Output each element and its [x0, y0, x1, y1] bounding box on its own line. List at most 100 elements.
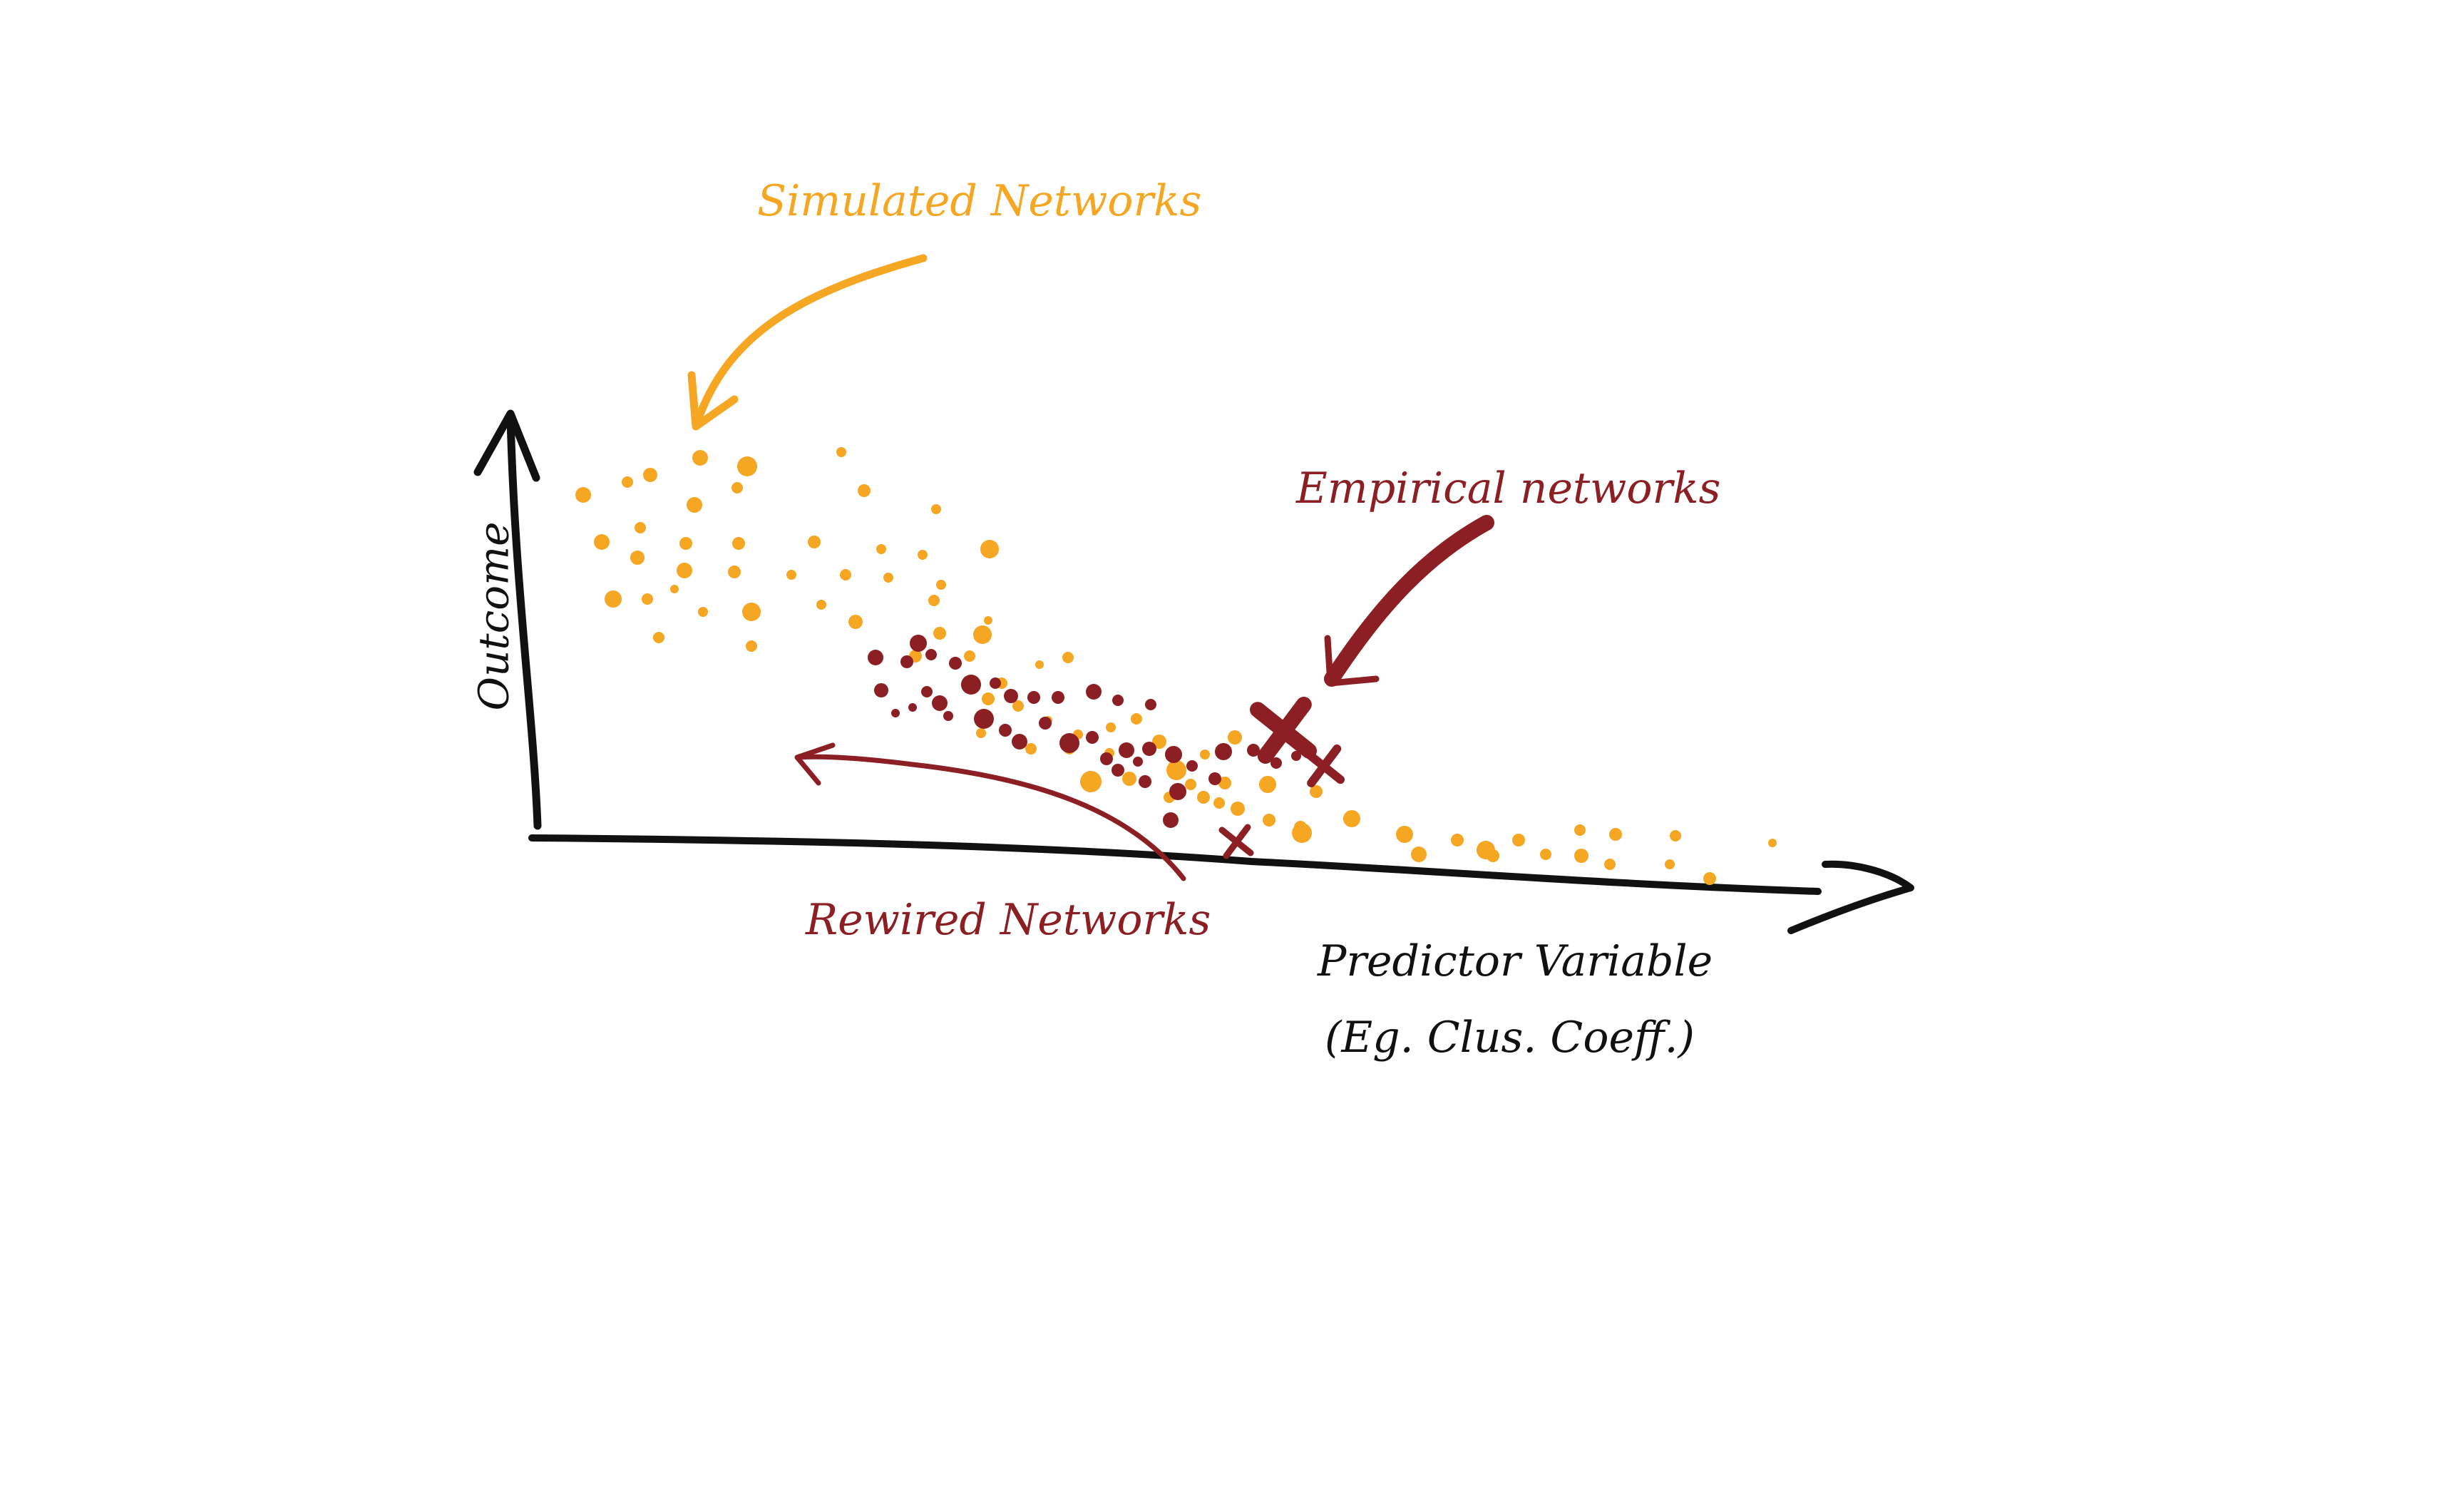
- simulated-network-point: [808, 536, 821, 548]
- simulated-network-point: [1574, 849, 1588, 863]
- simulated-network-point: [1665, 859, 1675, 869]
- simulated-network-point: [928, 595, 940, 606]
- rewired-network-point: [1291, 751, 1301, 761]
- rewired-network-point: [1052, 691, 1064, 704]
- simulated-network-point: [1768, 839, 1777, 847]
- rewired-network-point: [1215, 743, 1232, 760]
- simulated-networks-label: Simulated Networks: [757, 176, 1202, 226]
- rewired-network-point: [1169, 783, 1186, 800]
- simulated-network-point: [883, 573, 893, 583]
- simulated-network-point: [1122, 772, 1136, 786]
- rewired-network-point: [1012, 734, 1027, 750]
- simulated-network-point: [728, 566, 741, 578]
- rewired-network-point: [910, 635, 927, 652]
- simulated-network-point: [976, 728, 986, 738]
- simulated-network-point: [642, 593, 653, 605]
- simulated-network-point: [964, 650, 975, 662]
- rewired-arrow: [794, 742, 1186, 881]
- x-axis-arrowhead: [1787, 860, 1914, 934]
- simulated-network-point: [698, 607, 708, 617]
- rewired-network-point: [990, 677, 1001, 689]
- simulated-network-point: [670, 585, 679, 593]
- empirical-network-point: [1218, 824, 1254, 859]
- rewired-network-point: [1100, 752, 1113, 765]
- y-axis: [473, 409, 542, 830]
- simulated-network-point: [630, 551, 645, 565]
- rewired-network-point: [891, 709, 900, 717]
- rewired-network-point: [999, 724, 1012, 737]
- simulated-network-point: [1106, 722, 1116, 732]
- simulated-network-point: [1294, 821, 1307, 834]
- simulated-network-point: [1574, 824, 1586, 836]
- simulated-network-point: [984, 616, 992, 625]
- simulated-network-point: [635, 522, 646, 533]
- x-axis-label: Predictor Variable: [1318, 936, 1713, 986]
- simulated-network-point: [980, 540, 999, 558]
- rewired-network-point: [908, 703, 917, 712]
- simulated-network-point: [692, 450, 708, 466]
- simulated-network-point: [933, 627, 946, 640]
- rewired-network-point: [1270, 757, 1282, 769]
- simulated-network-point: [1411, 846, 1427, 862]
- y-axis-arrowhead: [473, 409, 540, 482]
- simulated-network-point: [1609, 828, 1622, 841]
- simulated-network-point: [1012, 700, 1024, 712]
- simulated-network-point: [1540, 849, 1551, 860]
- simulated-network-point: [1152, 735, 1166, 749]
- rewired-network-point: [1142, 742, 1156, 756]
- simulated-network-point: [677, 563, 692, 578]
- simulated-network-point: [1703, 872, 1716, 885]
- simulated-network-point: [918, 550, 928, 560]
- empirical-network-point: [1302, 745, 1345, 787]
- simulated-networks-points: [575, 447, 1777, 885]
- rewired-network-point: [874, 683, 888, 697]
- simulated-network-point: [1263, 814, 1275, 827]
- x-axis: [528, 834, 1914, 934]
- simulated-network-point: [732, 482, 743, 493]
- simulated-network-point: [687, 497, 702, 513]
- simulated-network-point: [1197, 791, 1210, 804]
- simulated-network-point: [858, 484, 871, 497]
- simulated-network-point: [982, 692, 995, 705]
- simulated-network-point: [1200, 750, 1210, 759]
- rewired-network-point: [868, 650, 883, 665]
- rewired-network-point: [925, 649, 937, 660]
- rewired-network-point: [1059, 733, 1079, 753]
- simulated-network-point: [737, 456, 757, 476]
- rewired-network-point: [1086, 684, 1102, 700]
- rewired-network-point: [1119, 742, 1134, 758]
- rewired-network-point: [932, 695, 948, 711]
- simulated-network-point: [1062, 652, 1074, 663]
- simulated-network-point: [643, 468, 657, 482]
- simulated-network-point: [1228, 730, 1242, 745]
- empirical-network-point: [1250, 697, 1317, 764]
- rewired-network-point: [1139, 775, 1151, 788]
- simulated-network-point: [1025, 743, 1037, 754]
- rewired-network-point: [900, 655, 913, 668]
- simulated-network-point: [575, 487, 591, 503]
- simulated-network-point: [816, 600, 826, 610]
- simulated-network-point: [1670, 830, 1681, 841]
- rewired-network-point: [1163, 812, 1179, 828]
- simulated-network-point: [1218, 777, 1231, 789]
- simulated-network-point: [1487, 849, 1499, 862]
- rewired-network-point: [1145, 699, 1156, 710]
- empirical-networks-points: [1218, 697, 1345, 859]
- x-axis-line: [528, 834, 1822, 895]
- simulated-network-point: [840, 569, 851, 580]
- empirical-arrow: [1324, 515, 1494, 687]
- simulated-arrow: [687, 254, 928, 431]
- rewired-network-point: [974, 709, 994, 729]
- simulated-network-point: [605, 590, 622, 608]
- simulated-network-point: [653, 632, 664, 643]
- y-axis-line: [506, 413, 542, 830]
- empirical-networks-label: Empirical networks: [1296, 464, 1721, 513]
- rewired-network-point: [1112, 695, 1124, 706]
- rewired-network-point: [1186, 760, 1198, 772]
- rewired-network-point: [1112, 764, 1124, 777]
- rewired-network-point: [1208, 772, 1221, 785]
- rewired-networks-points: [868, 635, 1301, 828]
- simulated-network-point: [742, 603, 761, 621]
- rewired-network-point: [1086, 731, 1099, 744]
